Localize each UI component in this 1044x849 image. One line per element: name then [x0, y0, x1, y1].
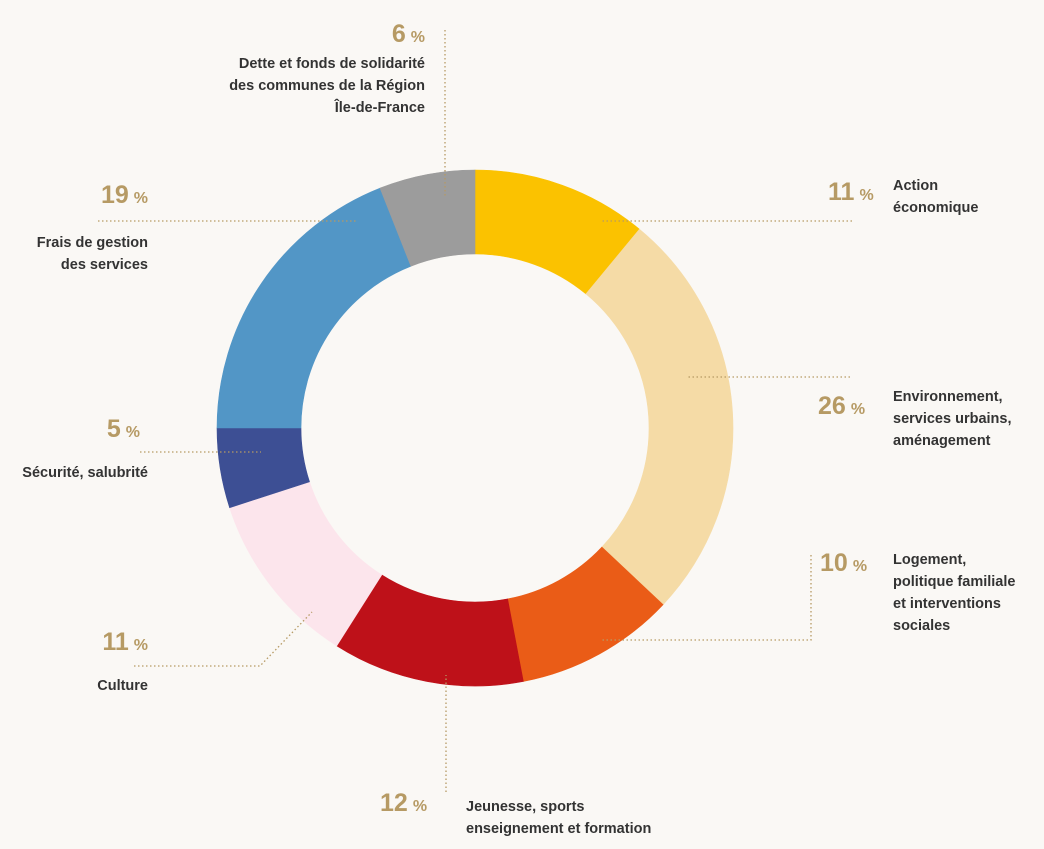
slice-label-action-economique: Action économique: [893, 178, 979, 216]
value-label-jeunesse: 12%: [380, 789, 428, 817]
slice-label-culture: Culture: [97, 678, 148, 694]
slice-label-logement: Logement, politique familiale et intervent…: [893, 552, 1016, 634]
value-label-frais-gestion: 19%: [100, 181, 148, 209]
leader-line-2: [601, 555, 812, 641]
slice-label-dette: Dette et fonds de solidarité des communes…: [229, 56, 425, 116]
donut-slices: [216, 169, 734, 687]
value-label-culture: 11%: [102, 628, 148, 656]
value-label-action-economique: 11%: [828, 178, 874, 206]
value-label-logement: 10%: [820, 549, 868, 577]
slice-label-frais-gestion: Frais de gestion des services: [36, 235, 148, 273]
value-label-environnement: 26%: [818, 392, 866, 420]
slice-label-environnement: Environnement, services urbains, aménageme…: [893, 389, 1012, 449]
donut-slice-6: [216, 187, 412, 429]
leader-line-6: [134, 611, 313, 667]
value-label-dette: 6%: [391, 20, 425, 48]
slice-label-jeunesse: Jeunesse, sports enseignement et formatio…: [466, 799, 652, 837]
value-label-securite: 5%: [106, 415, 140, 443]
donut-slice-7: [379, 169, 476, 267]
leader-lines: [98, 30, 852, 792]
donut-slice-1: [585, 228, 734, 606]
slice-label-securite: Sécurité, salubrité: [22, 465, 148, 481]
